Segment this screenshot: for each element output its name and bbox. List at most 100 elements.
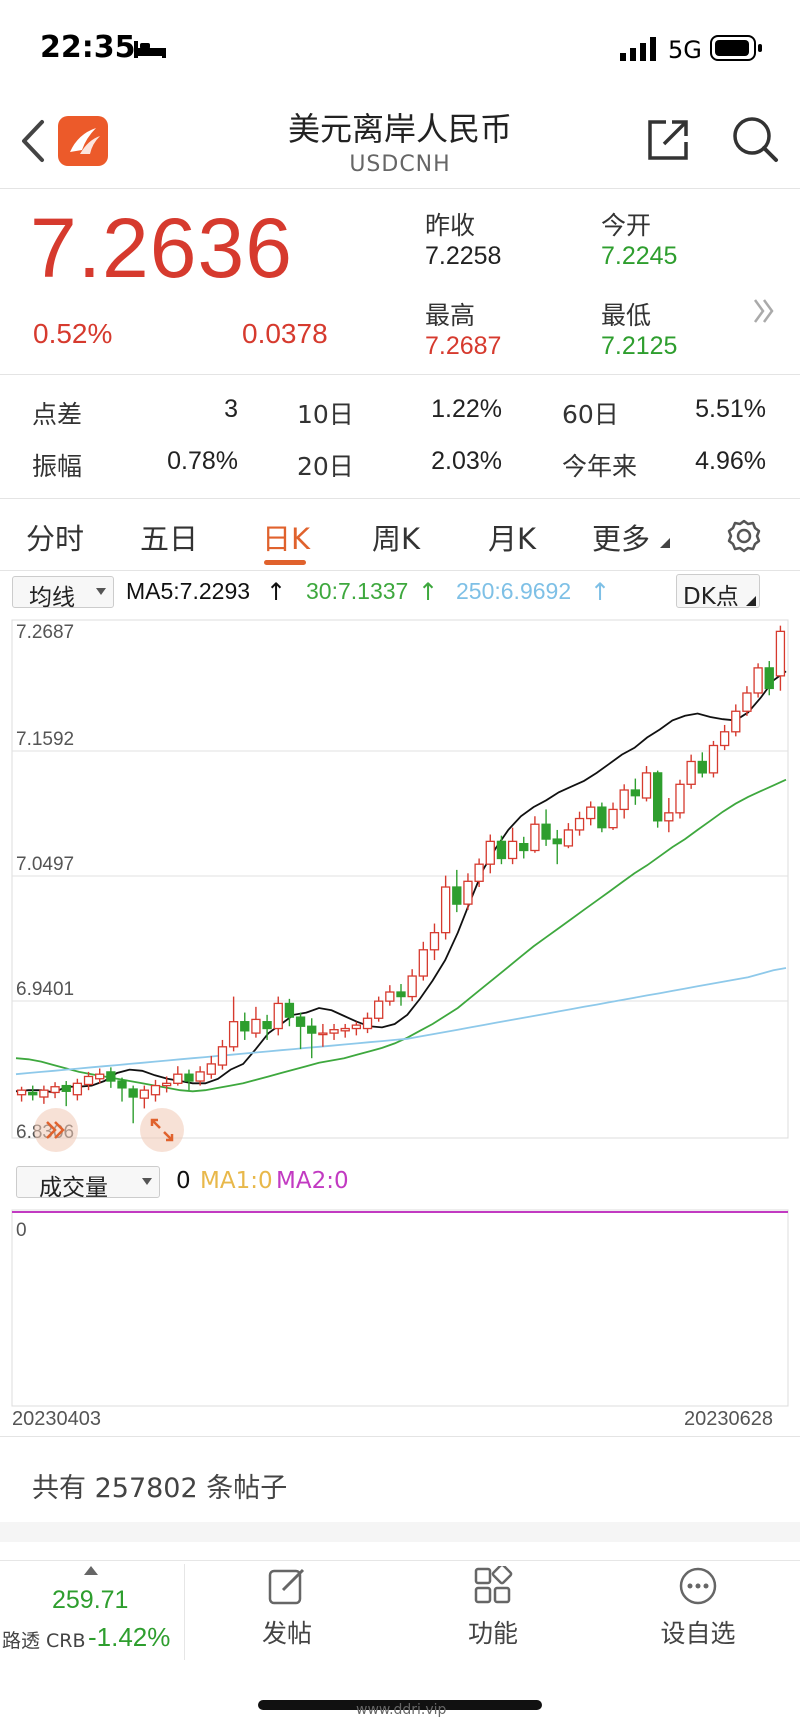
- stat-value-10d: 1.22%: [431, 395, 502, 423]
- tab-weekly-k[interactable]: 周K: [372, 522, 421, 556]
- back-icon[interactable]: [18, 118, 48, 164]
- price-panel-frame: [11, 619, 789, 1139]
- volume-value: 0: [176, 1168, 191, 1194]
- candle-body: [72, 1082, 83, 1096]
- candle-body: [742, 692, 752, 712]
- double-chevron-right-icon[interactable]: [752, 296, 776, 326]
- candle-body: [608, 808, 618, 829]
- app-logo-icon: [58, 116, 108, 166]
- volume-tick-label: 0: [16, 1220, 27, 1241]
- settings-icon[interactable]: [726, 518, 762, 554]
- stat-label-spread: 点差: [32, 400, 83, 429]
- candle-body: [619, 789, 629, 811]
- stat-value-amplitude: 0.78%: [167, 447, 238, 475]
- battery-icon: [710, 35, 762, 61]
- tab-monthly-k[interactable]: 月K: [488, 522, 537, 556]
- candle-body: [519, 842, 529, 852]
- candle-body: [139, 1089, 150, 1099]
- indicator-selector[interactable]: 均线: [12, 576, 114, 611]
- low-value: 7.2125: [601, 332, 678, 360]
- volume-panel-frame: [11, 1209, 789, 1407]
- candle-body: [541, 823, 551, 840]
- y-tick-label: 7.1592: [16, 729, 74, 750]
- tab-5day[interactable]: 五日: [140, 522, 199, 556]
- candles: [16, 625, 786, 1124]
- change-value: 0.0378: [242, 318, 328, 349]
- candle-body: [150, 1084, 161, 1096]
- candle-body: [16, 1089, 27, 1096]
- candle-body: [708, 744, 719, 774]
- low-label: 最低: [601, 301, 652, 330]
- ticker-widget[interactable]: 259.71 路透 CRB -1.42%: [0, 1562, 184, 1662]
- candle-body: [128, 1088, 138, 1098]
- page-title: 美元离岸人民币: [287, 110, 512, 148]
- candle-body: [106, 1071, 116, 1082]
- moving-average-lines: [15, 670, 787, 1094]
- fullscreen-button[interactable]: [140, 1108, 184, 1152]
- candle-body: [161, 1082, 172, 1087]
- stat-label-10d: 10日: [297, 400, 354, 429]
- ma30-line: [15, 778, 787, 1093]
- last-price: 7.2636: [30, 201, 293, 295]
- post-button[interactable]: 发帖: [240, 1566, 334, 1660]
- prev-close-label: 昨收: [425, 211, 476, 240]
- watermark: www.ddri.vip: [356, 1702, 447, 1718]
- candle-body: [474, 863, 484, 882]
- candle-body: [597, 806, 607, 829]
- tab-intraday[interactable]: 分时: [26, 522, 85, 556]
- volume-ma1: MA1:0: [200, 1168, 273, 1194]
- tab-daily-k[interactable]: 日K: [262, 522, 311, 556]
- ma250-up-arrow-icon: ↑: [590, 578, 611, 606]
- high-value: 7.2687: [425, 332, 502, 360]
- expand-arrows-icon: [150, 1118, 174, 1142]
- candle-body: [195, 1071, 205, 1082]
- grid-icon: [474, 1563, 513, 1604]
- ma5-value: MA5:7.2293: [126, 578, 251, 604]
- volume-dropdown-arrow-icon: [142, 1178, 152, 1185]
- volume-selector[interactable]: 成交量: [16, 1166, 160, 1201]
- candle-body: [340, 1027, 350, 1032]
- candle-body: [452, 886, 462, 905]
- candle-body: [697, 760, 707, 774]
- forum-post-count[interactable]: 共有 257802 条帖子: [32, 1473, 288, 1504]
- share-icon[interactable]: [644, 116, 692, 164]
- candle-body: [50, 1086, 60, 1094]
- watchlist-button[interactable]: 设自选: [648, 1566, 748, 1660]
- ticker-change: -1.42%: [88, 1622, 171, 1652]
- symbol-code: USDCNH: [349, 152, 451, 177]
- candle-body: [407, 975, 417, 998]
- candle-body: [117, 1080, 127, 1089]
- edit-icon: [268, 1568, 305, 1605]
- y-tick-label: 7.2687: [16, 622, 74, 643]
- dropdown-arrow-icon: [96, 588, 106, 595]
- stat-label-60d: 60日: [562, 400, 619, 429]
- candle-body: [552, 838, 562, 845]
- expand-left-button[interactable]: [34, 1108, 78, 1152]
- candle-body: [530, 823, 540, 852]
- functions-button[interactable]: 功能: [446, 1563, 540, 1660]
- y-tick-label: 6.9401: [16, 979, 74, 1000]
- signal-icon: [620, 37, 656, 61]
- candle-body: [630, 789, 641, 797]
- stat-value-spread: 3: [224, 395, 238, 423]
- search-icon[interactable]: [730, 114, 780, 164]
- candle-body: [463, 880, 473, 905]
- dk-triangle-icon: [746, 596, 756, 606]
- indicator-selector-label: 均线: [29, 585, 75, 611]
- y-tick-label: 7.0497: [16, 854, 74, 875]
- dk-point-button[interactable]: DK点: [676, 574, 760, 610]
- candle-body: [228, 1021, 239, 1048]
- candle-body: [652, 772, 663, 822]
- candle-body: [641, 772, 652, 799]
- candle-body: [385, 991, 395, 1002]
- candle-body: [273, 1002, 283, 1030]
- tab-more[interactable]: 更多: [592, 522, 651, 556]
- candle-body: [206, 1063, 216, 1075]
- candle-body: [418, 949, 428, 977]
- candle-body: [318, 1032, 328, 1036]
- candle-body: [284, 1002, 295, 1018]
- candle-body: [61, 1084, 71, 1092]
- change-percent: 0.52%: [33, 318, 113, 349]
